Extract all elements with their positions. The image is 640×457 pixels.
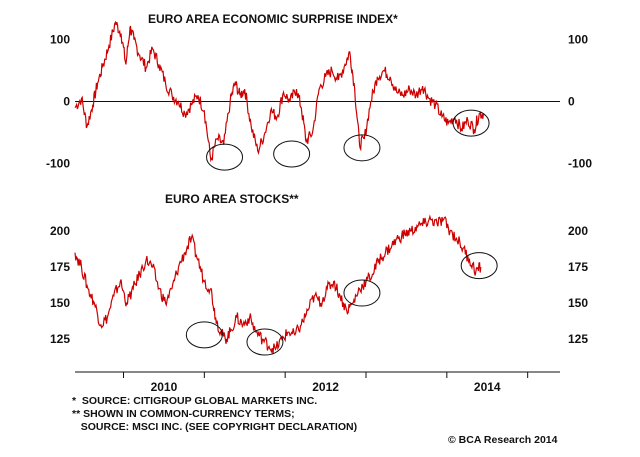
surprise-y-tick-right-2: -100: [568, 156, 592, 170]
surprise-annotation-circle-2: [343, 134, 381, 162]
copyright-text: © BCA Research 2014: [448, 434, 558, 446]
surprise-y-tick-right-1: 0: [568, 95, 575, 109]
surprise-index-panel: EURO AREA ECONOMIC SURPRISE INDEX* 100 0 -…: [46, 12, 592, 171]
surprise-index-line: [74, 20, 484, 163]
stocks-annotation-circle-3: [460, 252, 498, 280]
stocks-y-tick-right-2: 150: [568, 296, 588, 310]
x-tick-label-2: 2014: [474, 380, 501, 394]
surprise-y-tick-right-0: 100: [568, 33, 588, 47]
surprise-annotations: [206, 109, 490, 171]
surprise-annotation-circle-0: [206, 143, 244, 171]
x-axis: 2010 2012 2014: [75, 371, 560, 394]
footnote-2: ** SHOWN IN COMMON-CURRENCY TERMS;: [72, 408, 295, 420]
stocks-y-tick-left-3: 125: [50, 332, 70, 346]
footnote-1: * SOURCE: CITIGROUP GLOBAL MARKETS INC.: [72, 395, 318, 407]
stocks-y-tick-right-1: 175: [568, 260, 588, 274]
surprise-annotation-circle-3: [452, 109, 490, 137]
stocks-y-ticks-left: 200 175 150 125: [50, 224, 70, 346]
stocks-title: EURO AREA STOCKS**: [165, 192, 299, 206]
surprise-y-tick-left-1: 0: [63, 95, 70, 109]
surprise-y-ticks-right: 100 0 -100: [568, 33, 592, 171]
surprise-y-tick-left-2: -100: [46, 156, 70, 170]
x-tick-label-1: 2012: [312, 380, 339, 394]
stocks-annotation-circle-1: [246, 328, 284, 356]
stocks-y-tick-right-3: 125: [568, 332, 588, 346]
stocks-y-tick-left-0: 200: [50, 224, 70, 238]
surprise-y-ticks-left: 100 0 -100: [46, 33, 70, 171]
stocks-panel: EURO AREA STOCKS** 200 175 150 125 200 175 15…: [50, 192, 588, 356]
stocks-y-tick-left-2: 150: [50, 296, 70, 310]
surprise-index-title: EURO AREA ECONOMIC SURPRISE INDEX*: [148, 12, 398, 26]
stocks-y-tick-left-1: 175: [50, 260, 70, 274]
stocks-annotations: [185, 252, 498, 356]
surprise-y-tick-left-0: 100: [50, 33, 70, 47]
footnote-3: SOURCE: MSCI INC. (SEE COPYRIGHT DECLARA…: [72, 421, 358, 433]
stocks-y-ticks-right: 200 175 150 125: [568, 224, 588, 346]
stocks-annotation-circle-0: [185, 321, 223, 349]
stocks-y-tick-right-0: 200: [568, 224, 588, 238]
x-ticks: 2010 2012 2014: [123, 372, 529, 394]
stocks-annotation-circle-2: [343, 279, 381, 307]
x-tick-label-0: 2010: [151, 380, 178, 394]
stocks-line: [74, 214, 482, 355]
surprise-annotation-circle-1: [273, 140, 311, 168]
